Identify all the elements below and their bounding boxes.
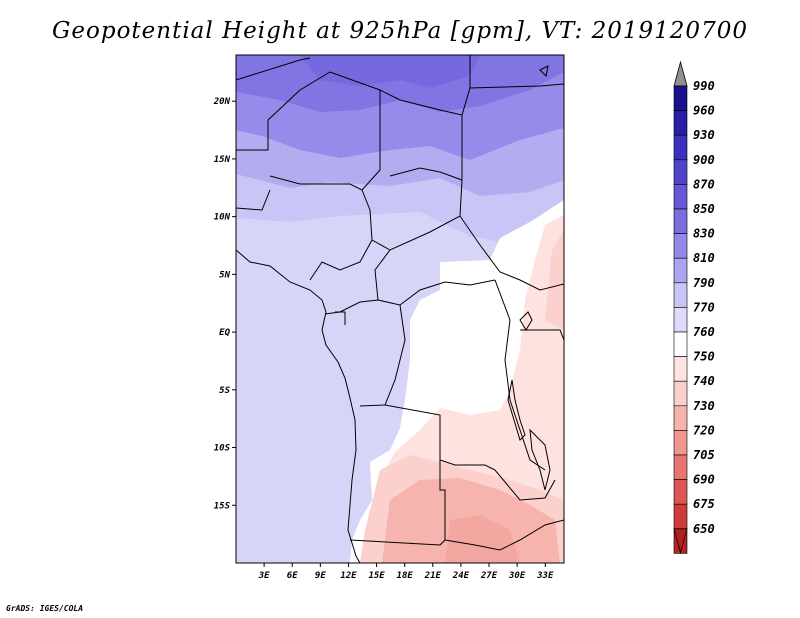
chart-title: Geopotential Height at 925hPa [gpm], VT:…	[52, 18, 748, 44]
colorbar-level-label: 830	[693, 227, 715, 241]
lat-tick-label: EQ	[219, 328, 230, 338]
colorbar-level-label: 750	[693, 350, 715, 364]
colorbar-swatch	[673, 503, 688, 530]
colorbar-swatch	[673, 208, 688, 234]
colorbar-level-label: 760	[693, 325, 715, 339]
lat-tick-label: 15N	[214, 155, 231, 165]
colorbar-swatch	[673, 134, 688, 161]
lat-tick-label: 10N	[214, 213, 231, 223]
colorbar-bottom-arrow	[673, 528, 688, 555]
colorbar-level-label: 675	[693, 497, 715, 511]
colorbar-swatch	[673, 405, 688, 431]
lon-tick-label: 24E	[452, 571, 470, 581]
colorbar-swatch	[673, 159, 688, 185]
lon-tick-label: 27E	[480, 571, 498, 581]
footer-credit: GrADS: IGES/COLA	[6, 604, 84, 613]
lon-tick-label: 21E	[424, 571, 442, 581]
colorbar-level-label: 930	[693, 128, 715, 142]
colorbar-swatch	[673, 257, 688, 284]
colorbar-level-label: 720	[693, 423, 715, 437]
height-field	[236, 55, 564, 563]
lon-tick-label: 9E	[315, 571, 326, 581]
lat-tick-label: 20N	[213, 97, 231, 107]
lon-tick-label: 6E	[287, 571, 298, 581]
latitude-labels: 20N 15N 10N 5N EQ 5S 10S 15S	[213, 97, 236, 511]
colorbar-swatch	[673, 331, 688, 357]
colorbar-level-label: 690	[693, 473, 715, 487]
colorbar-swatch	[673, 380, 688, 407]
colorbar-level-label: 850	[693, 202, 715, 216]
colorbar: 990 960 930 900 870 850 830 810 790 770 760 750 740 7…	[673, 60, 715, 555]
colorbar-level-label: 650	[693, 522, 715, 536]
colorbar-swatch	[673, 233, 688, 259]
colorbar-level-label: 790	[693, 276, 715, 290]
colorbar-level-label: 705	[693, 448, 715, 462]
lon-tick-label: 15E	[368, 571, 385, 581]
colorbar-swatch	[673, 430, 688, 456]
colorbar-swatch	[673, 356, 688, 382]
colorbar-swatch	[673, 479, 688, 505]
colorbar-top-arrow	[673, 60, 688, 87]
lon-tick-label: 33E	[536, 571, 554, 581]
colorbar-swatch	[673, 282, 688, 308]
colorbar-swatch	[673, 454, 688, 480]
colorbar-level-label: 900	[693, 153, 715, 167]
colorbar-swatch	[673, 110, 688, 136]
colorbar-swatch	[673, 307, 688, 333]
colorbar-swatch	[673, 184, 688, 210]
lat-tick-label: 10S	[214, 444, 231, 454]
colorbar-level-label: 990	[693, 79, 715, 93]
colorbar-swatch	[673, 85, 688, 111]
colorbar-level-label: 740	[693, 374, 715, 388]
colorbar-level-label: 960	[693, 104, 715, 118]
lon-tick-label: 12E	[340, 571, 357, 581]
colorbar-level-label: 810	[693, 251, 715, 265]
lat-tick-label: 5S	[219, 386, 230, 396]
lon-tick-label: 18E	[397, 571, 414, 581]
colorbar-level-label: 730	[693, 399, 715, 413]
colorbar-level-label: 770	[693, 300, 715, 314]
lat-tick-label: 15S	[214, 501, 231, 511]
colorbar-level-label: 870	[693, 177, 715, 191]
longitude-labels: 3E 6E 9E 12E 15E 18E 21E 24E 27E 30E 33E	[258, 563, 554, 581]
lon-tick-label: 30E	[508, 571, 526, 581]
lon-tick-label: 3E	[258, 571, 270, 581]
lat-tick-label: 5N	[219, 270, 230, 280]
